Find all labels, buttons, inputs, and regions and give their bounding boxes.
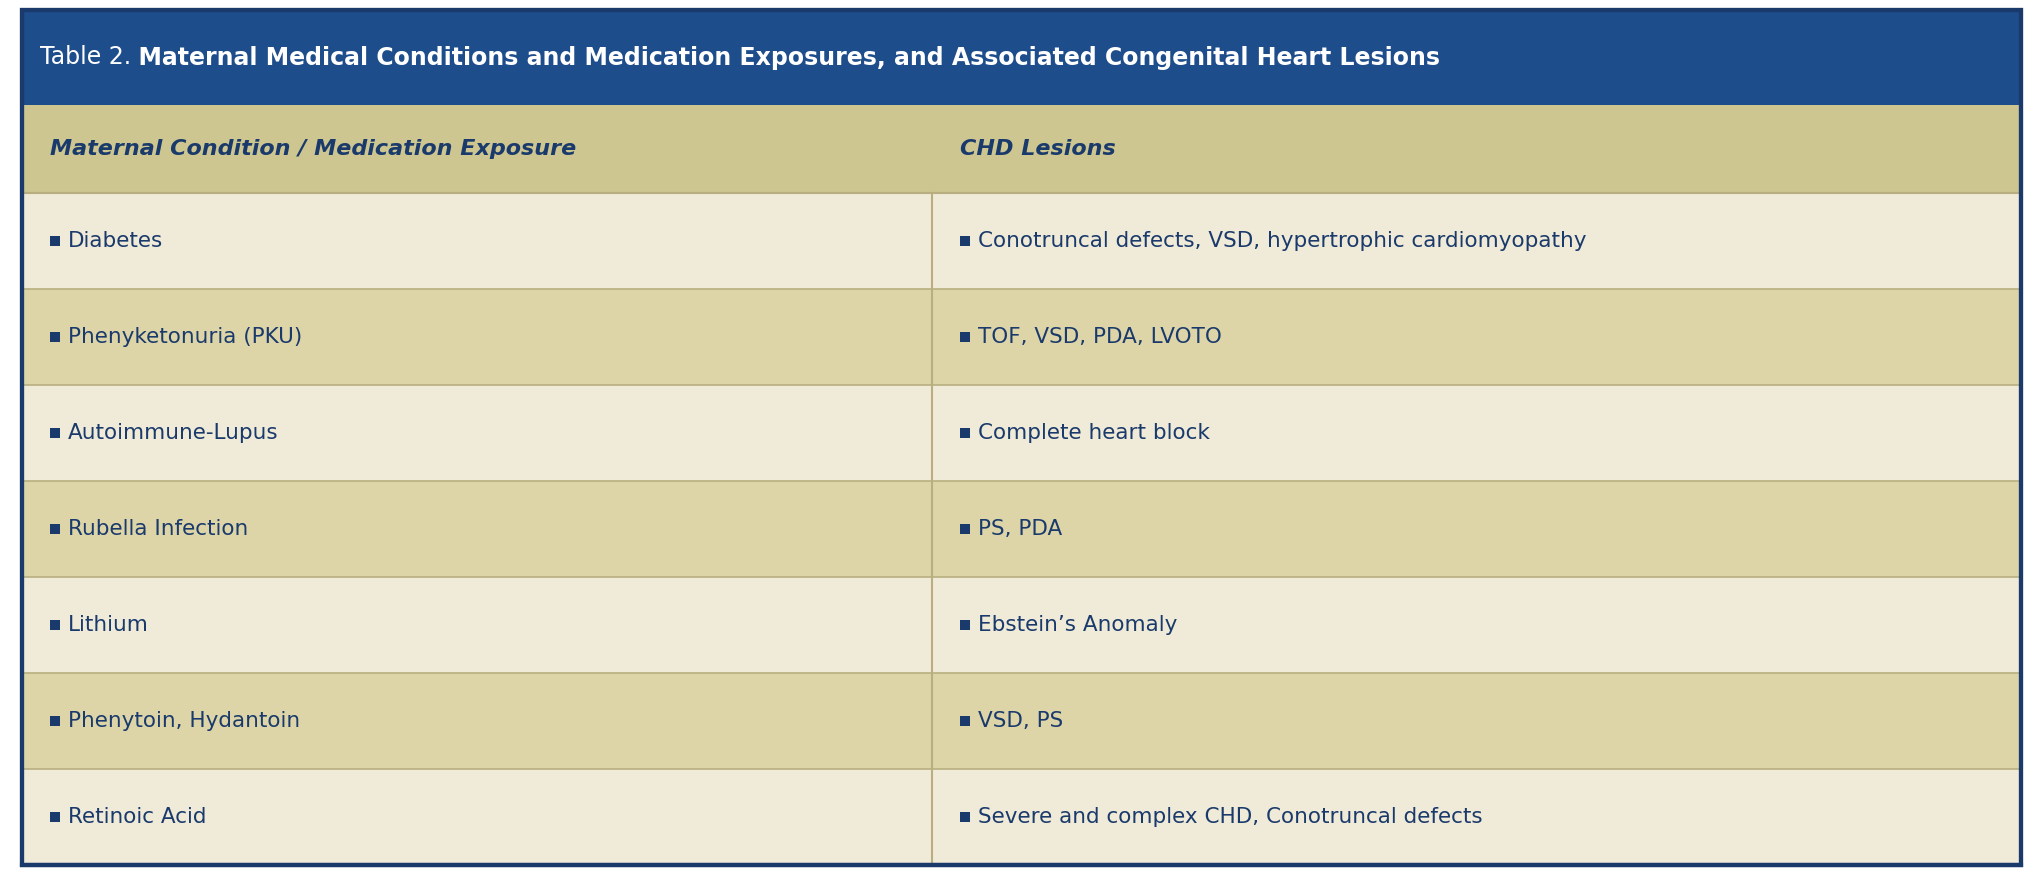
Text: CHD Lesions: CHD Lesions <box>960 139 1115 159</box>
Bar <box>960 428 970 438</box>
Bar <box>960 236 970 246</box>
Text: Lithium: Lithium <box>67 615 149 635</box>
Text: PS, PDA: PS, PDA <box>977 519 1062 539</box>
Bar <box>960 332 970 342</box>
Text: Table 2.: Table 2. <box>41 45 131 70</box>
Bar <box>960 812 970 822</box>
Bar <box>932 577 2021 673</box>
Bar <box>49 620 59 630</box>
Text: TOF, VSD, PDA, LVOTO: TOF, VSD, PDA, LVOTO <box>977 327 1222 347</box>
Text: Autoimmune-Lupus: Autoimmune-Lupus <box>67 423 278 443</box>
Bar <box>49 716 59 726</box>
Bar <box>22 769 932 865</box>
Text: Conotruncal defects, VSD, hypertrophic cardiomyopathy: Conotruncal defects, VSD, hypertrophic c… <box>977 231 1585 251</box>
Bar <box>932 673 2021 769</box>
Bar <box>49 524 59 534</box>
Bar <box>960 524 970 534</box>
Text: Phenytoin, Hydantoin: Phenytoin, Hydantoin <box>67 711 300 731</box>
Bar <box>932 193 2021 289</box>
Bar <box>49 812 59 822</box>
Text: Maternal Condition / Medication Exposure: Maternal Condition / Medication Exposure <box>49 139 576 159</box>
Bar <box>932 289 2021 385</box>
Bar <box>49 332 59 342</box>
Bar <box>49 428 59 438</box>
Bar <box>960 716 970 726</box>
Bar <box>22 193 932 289</box>
Bar <box>22 577 932 673</box>
Text: Diabetes: Diabetes <box>67 231 163 251</box>
Bar <box>932 769 2021 865</box>
Text: Complete heart block: Complete heart block <box>977 423 1209 443</box>
Bar <box>22 673 932 769</box>
Text: Retinoic Acid: Retinoic Acid <box>67 807 206 827</box>
Bar <box>960 620 970 630</box>
Bar <box>22 105 2021 193</box>
Bar <box>932 385 2021 481</box>
Text: Phenyketonuria (PKU): Phenyketonuria (PKU) <box>67 327 302 347</box>
Bar <box>22 289 932 385</box>
Bar <box>22 385 932 481</box>
Bar <box>22 481 932 577</box>
Bar <box>22 10 2021 105</box>
Text: Ebstein’s Anomaly: Ebstein’s Anomaly <box>977 615 1177 635</box>
Text: VSD, PS: VSD, PS <box>977 711 1062 731</box>
Text: Rubella Infection: Rubella Infection <box>67 519 249 539</box>
Text: Severe and complex CHD, Conotruncal defects: Severe and complex CHD, Conotruncal defe… <box>977 807 1481 827</box>
Text: Maternal Medical Conditions and Medication Exposures, and Associated Congenital : Maternal Medical Conditions and Medicati… <box>123 45 1440 70</box>
Bar <box>49 236 59 246</box>
Bar <box>932 481 2021 577</box>
